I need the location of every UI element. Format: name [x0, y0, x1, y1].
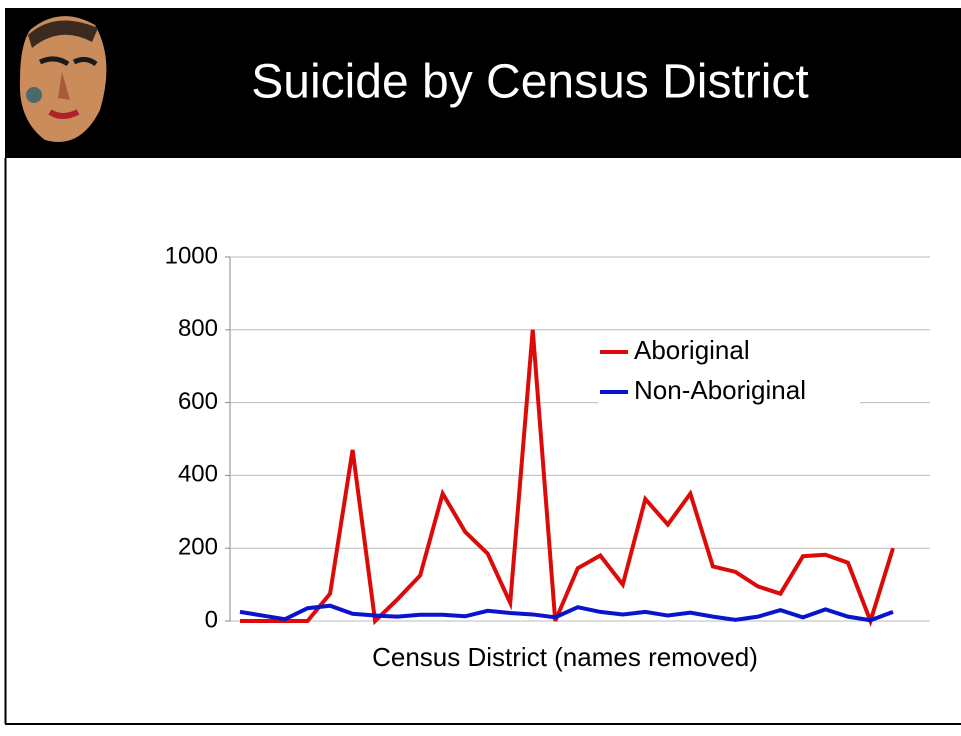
x-axis-label: Census District (names removed): [372, 642, 758, 672]
y-tick-label: 400: [178, 461, 218, 488]
legend-box: [598, 335, 860, 411]
legend-label: Non-Aboriginal: [634, 375, 806, 405]
series-line: [240, 329, 895, 628]
series-line: [239, 603, 894, 623]
legend-label: Aboriginal: [634, 335, 750, 365]
mask-icon: [19, 16, 107, 142]
y-tick-label: 200: [178, 534, 218, 561]
y-tick-label: 1000: [165, 242, 218, 269]
y-tick-label: 0: [205, 606, 218, 633]
header-bar: [5, 8, 961, 158]
slide-title: Suicide by Census District: [251, 56, 809, 109]
y-tick-label: 600: [178, 388, 218, 415]
y-tick-label: 800: [178, 315, 218, 342]
